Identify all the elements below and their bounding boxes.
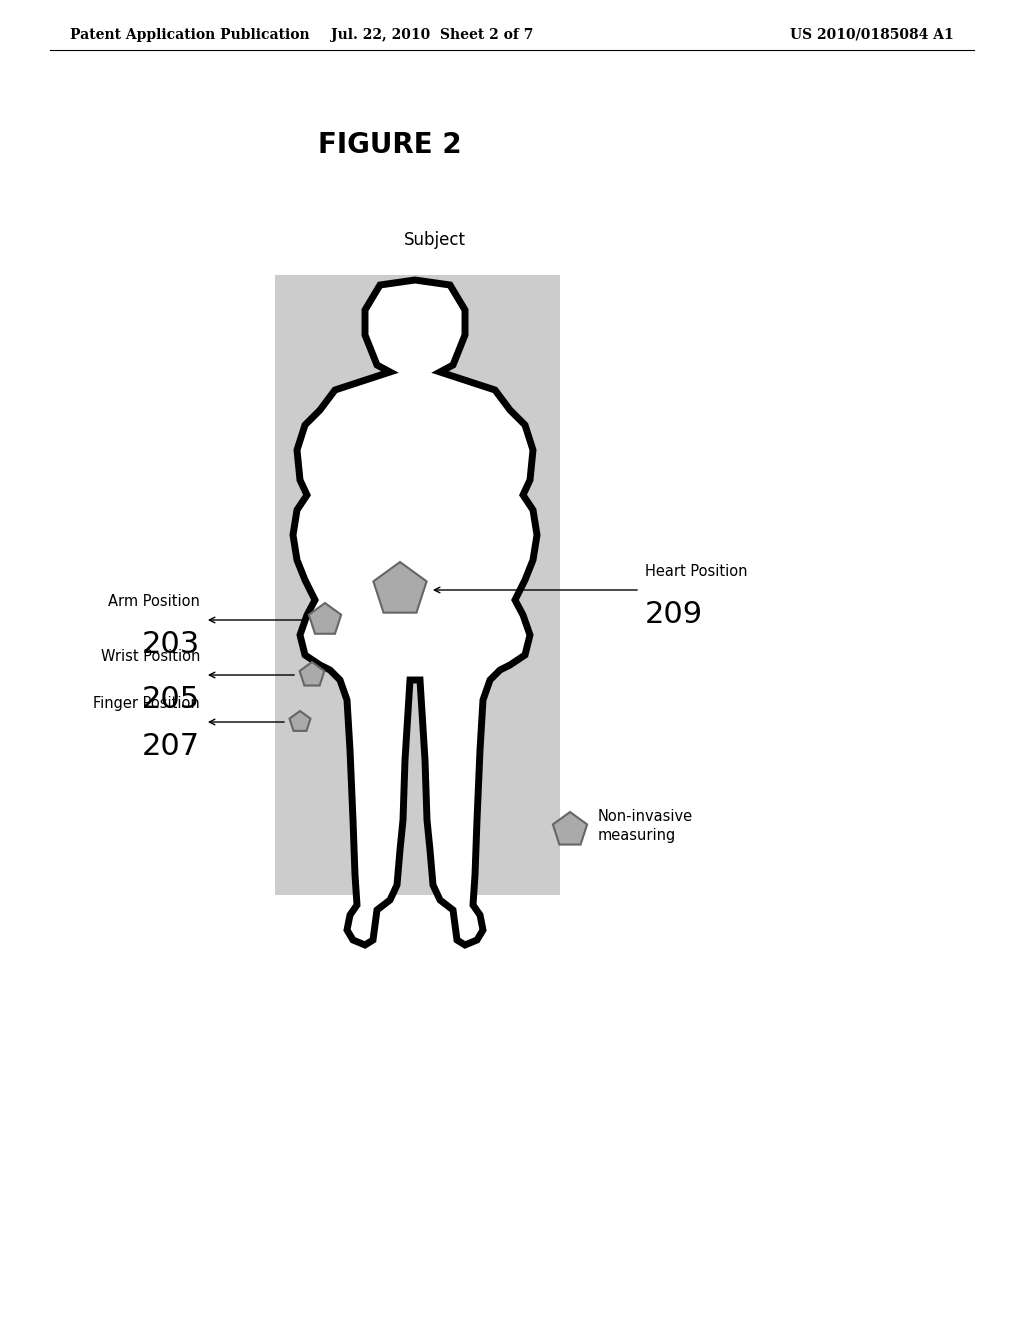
- Text: 203: 203: [141, 630, 200, 659]
- Text: 209: 209: [645, 601, 703, 630]
- Text: Finger Position: Finger Position: [93, 696, 200, 711]
- Text: Patent Application Publication: Patent Application Publication: [70, 28, 309, 42]
- Bar: [275, 275, 560, 895]
- Text: Subject: Subject: [404, 231, 466, 249]
- Text: Arm Position: Arm Position: [109, 594, 200, 609]
- Text: 205: 205: [142, 685, 200, 714]
- Text: 207: 207: [142, 733, 200, 762]
- Text: Heart Position: Heart Position: [645, 564, 748, 579]
- Text: Non-invasive
measuring: Non-invasive measuring: [598, 809, 693, 843]
- Text: Wrist Position: Wrist Position: [100, 649, 200, 664]
- Polygon shape: [553, 812, 587, 845]
- Polygon shape: [290, 711, 310, 731]
- Text: FIGURE 2: FIGURE 2: [318, 131, 462, 158]
- Text: Jul. 22, 2010  Sheet 2 of 7: Jul. 22, 2010 Sheet 2 of 7: [331, 28, 534, 42]
- Text: US 2010/0185084 A1: US 2010/0185084 A1: [790, 28, 953, 42]
- Polygon shape: [374, 562, 427, 612]
- Polygon shape: [300, 663, 325, 685]
- Polygon shape: [309, 603, 341, 634]
- PathPatch shape: [293, 280, 537, 945]
